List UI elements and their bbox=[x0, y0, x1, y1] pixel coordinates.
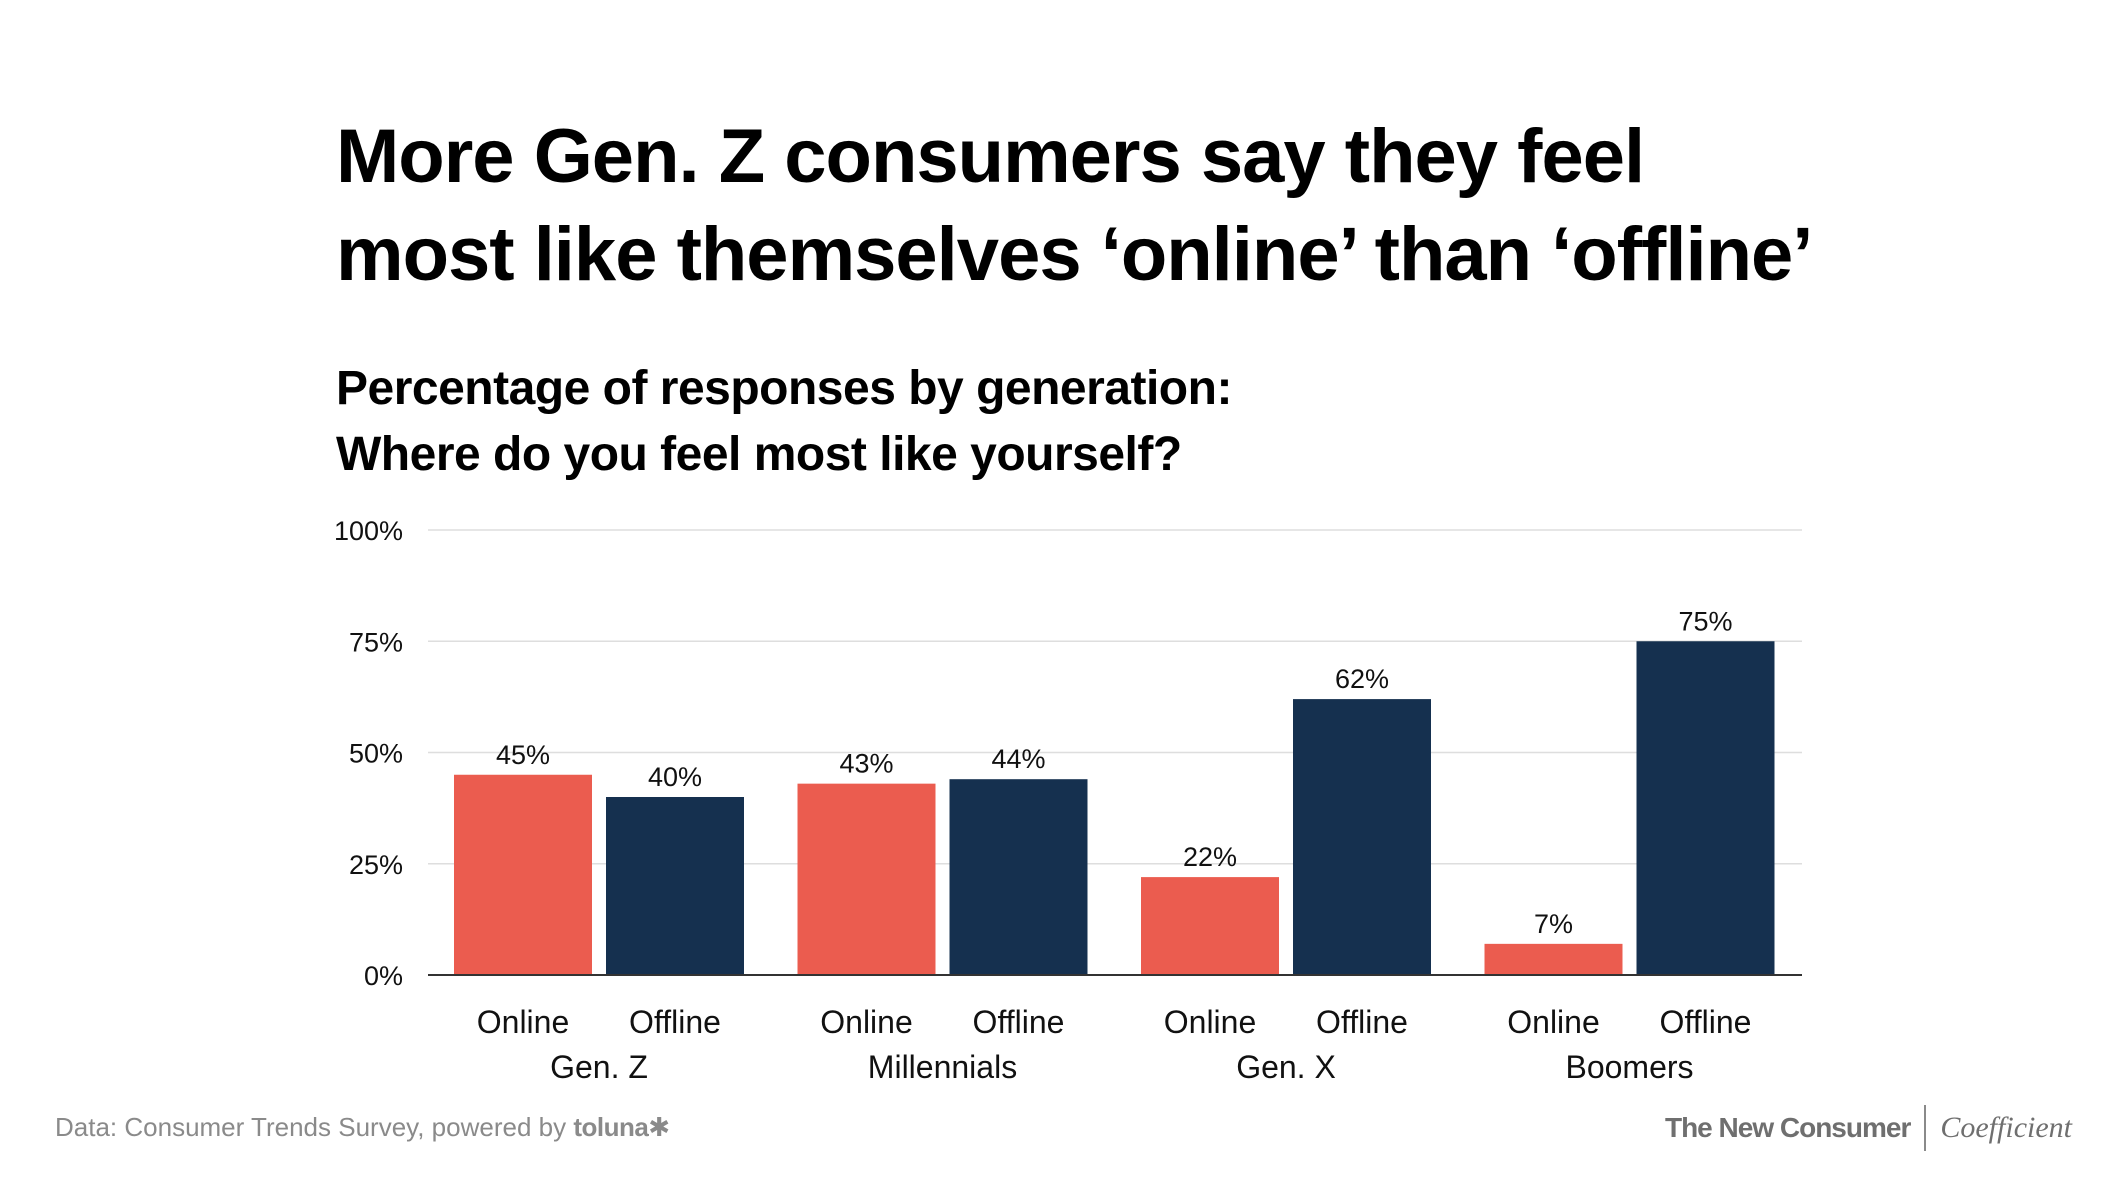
data-label-millennials-online: 43% bbox=[839, 749, 893, 779]
x-tick-label-millennials-online: Online bbox=[820, 1004, 913, 1040]
data-label-gen-z-offline: 40% bbox=[648, 762, 702, 792]
group-label-gen-z: Gen. Z bbox=[550, 1049, 648, 1085]
group-label-gen-x: Gen. X bbox=[1236, 1049, 1336, 1085]
y-tick-label-75: 75% bbox=[349, 627, 403, 657]
chart-subtitle-line-2: Where do you feel most like yourself? bbox=[336, 428, 1182, 481]
x-tick-label-boomers-online: Online bbox=[1507, 1004, 1600, 1040]
footer-logos: The New Consumer Coefficient bbox=[1665, 1104, 2072, 1152]
data-label-boomers-online: 7% bbox=[1534, 909, 1573, 939]
x-tick-label-gen-z-online: Online bbox=[477, 1004, 570, 1040]
bar-boomers-online bbox=[1484, 943, 1623, 975]
x-tick-label-gen-x-offline: Offline bbox=[1316, 1004, 1408, 1040]
bar-gen-x-online bbox=[1141, 877, 1279, 975]
x-tick-label-gen-x-online: Online bbox=[1164, 1004, 1257, 1040]
the-new-consumer-logo: The New Consumer bbox=[1664, 1112, 1911, 1143]
group-label-boomers: Boomers bbox=[1565, 1049, 1693, 1085]
logo-divider bbox=[1924, 1105, 1927, 1151]
data-label-gen-z-online: 45% bbox=[496, 740, 550, 770]
bar-gen-z-offline bbox=[606, 797, 744, 975]
chart-subtitle: Percentage of responses by generation: W… bbox=[336, 356, 2036, 488]
data-label-millennials-offline: 44% bbox=[991, 744, 1045, 774]
chart-title: More Gen. Z consumers say they feel most… bbox=[336, 108, 2036, 304]
chart-title-line-2: most like themselves ‘online’ than ‘offl… bbox=[336, 212, 1813, 297]
group-label-millennials: Millennials bbox=[868, 1049, 1017, 1085]
data-source-text: Data: Consumer Trends Survey, powered by bbox=[55, 1112, 574, 1142]
y-tick-label-50: 50% bbox=[349, 739, 403, 769]
data-label-gen-x-offline: 62% bbox=[1335, 664, 1389, 694]
data-source-note: Data: Consumer Trends Survey, powered by… bbox=[55, 1112, 670, 1143]
y-tick-label-100: 100% bbox=[334, 516, 403, 546]
x-tick-label-gen-z-offline: Offline bbox=[629, 1004, 721, 1040]
bar-gen-z-online bbox=[454, 774, 592, 975]
y-tick-label-25: 25% bbox=[349, 850, 403, 880]
bar-millennials-offline bbox=[949, 779, 1088, 975]
toluna-logo: toluna✱ bbox=[573, 1112, 670, 1142]
x-tick-label-millennials-offline: Offline bbox=[973, 1004, 1065, 1040]
x-tick-label-boomers-offline: Offline bbox=[1660, 1004, 1752, 1040]
chart-title-line-1: More Gen. Z consumers say they feel bbox=[336, 114, 1645, 199]
bar-millennials-online bbox=[797, 783, 936, 975]
bar-gen-x-offline bbox=[1293, 699, 1431, 975]
data-label-boomers-offline: 75% bbox=[1678, 606, 1732, 636]
chart-subtitle-line-1: Percentage of responses by generation: bbox=[336, 362, 1232, 415]
data-label-gen-x-online: 22% bbox=[1183, 842, 1237, 872]
y-tick-label-0: 0% bbox=[364, 961, 403, 991]
coefficient-logo: Coefficient bbox=[1940, 1111, 2072, 1144]
bar-boomers-offline bbox=[1636, 641, 1775, 975]
